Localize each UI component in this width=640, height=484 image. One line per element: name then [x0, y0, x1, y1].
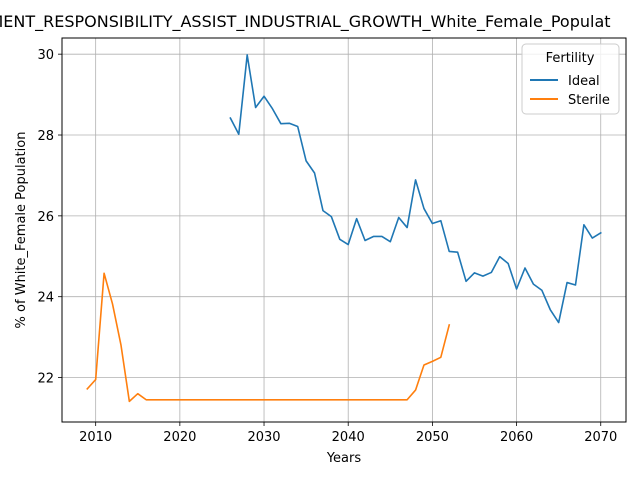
legend-box: [521, 43, 620, 115]
series-line-sterile: [86, 272, 451, 403]
series-lines: [86, 54, 602, 403]
y-tick-label: 26: [37, 210, 54, 225]
x-axis-label: Years: [326, 451, 362, 466]
x-tick-label: 2040: [332, 430, 365, 445]
axis-ticks: 2010 2020 2030 2040 2050 2060 2070 22 24 26 28 30: [37, 48, 617, 445]
y-tick-label: 30: [37, 48, 54, 63]
x-tick-label: 2030: [247, 430, 280, 445]
series-line-ideal: [229, 54, 602, 324]
y-tick-label: 28: [37, 129, 54, 144]
legend-label-sterile: Sterile: [568, 93, 610, 108]
x-tick-label: 2060: [500, 430, 533, 445]
y-tick-label: 22: [37, 372, 54, 387]
x-tick-label: 2070: [584, 430, 617, 445]
x-tick-label: 2050: [416, 430, 449, 445]
plot-area-frame: [61, 37, 627, 423]
chart-title: MENT_RESPONSIBILITY_ASSIST_INDUSTRIAL_GR…: [0, 12, 611, 32]
x-tick-label: 2010: [79, 430, 112, 445]
legend-label-ideal: Ideal: [568, 74, 600, 89]
legend-title: Fertility: [546, 51, 595, 66]
grid-lines: [62, 38, 626, 422]
x-tick-label: 2020: [163, 430, 196, 445]
y-tick-label: 24: [37, 291, 54, 306]
y-axis-label: % of White_Female Population: [14, 132, 29, 329]
legend: Fertility Ideal Sterile: [521, 43, 620, 115]
